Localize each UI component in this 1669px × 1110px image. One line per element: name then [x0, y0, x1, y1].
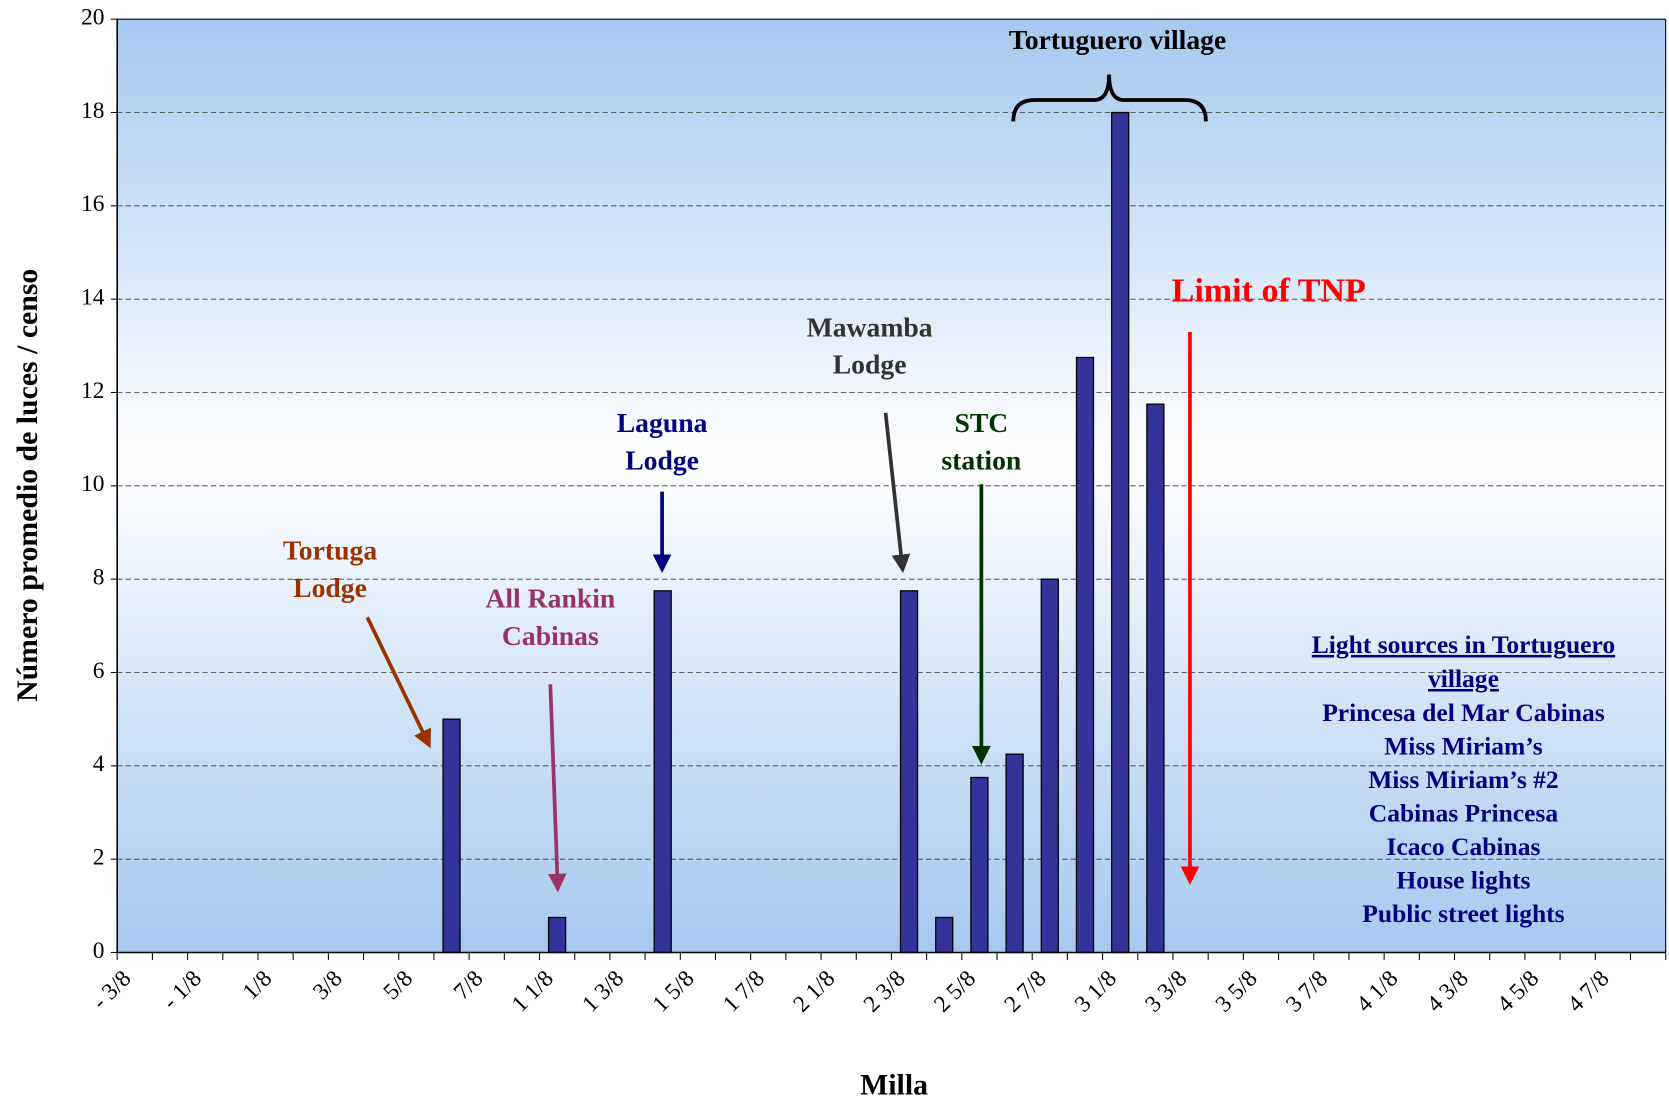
- arrow: [547, 684, 567, 893]
- x-tick-label: 2 3/8: [859, 966, 911, 1018]
- bar: [1111, 111, 1130, 954]
- legend-item: Public street lights: [1362, 899, 1564, 928]
- y-tick-label: 10: [81, 471, 104, 497]
- x-tick-label: 1 3/8: [577, 966, 629, 1018]
- y-axis-title: Número promedio de luces / censo: [11, 269, 44, 702]
- x-tick-label: 1/8: [238, 966, 278, 1006]
- legend-item: Icaco Cabinas: [1387, 832, 1541, 861]
- x-tick-label: 2 1/8: [788, 966, 840, 1018]
- x-tick-label: 1 5/8: [648, 966, 700, 1018]
- legend-item: Princesa del Mar Cabinas: [1322, 698, 1605, 727]
- y-tick-label: 0: [93, 938, 105, 964]
- y-tick-label: 4: [93, 751, 105, 777]
- y-tick-label: 20: [81, 5, 104, 31]
- x-tick-label: 7/8: [449, 966, 489, 1006]
- arrow: [883, 412, 911, 574]
- y-tick-label: 14: [81, 285, 105, 311]
- legend-title: Light sources in Tortuguero: [1312, 630, 1615, 659]
- bar: [442, 718, 461, 954]
- bar: [899, 590, 919, 954]
- y-tick-label: 2: [93, 845, 105, 871]
- annotation: Mawamba: [807, 311, 933, 342]
- x-tick-label: 4 5/8: [1492, 966, 1544, 1018]
- annotation: Laguna: [617, 407, 708, 438]
- x-tick-label: 4 7/8: [1563, 966, 1615, 1018]
- bar: [1075, 356, 1095, 954]
- x-tick-label: 4 3/8: [1422, 966, 1474, 1018]
- y-tick-label: 12: [81, 378, 104, 404]
- annotation: Tortuguero village: [1009, 24, 1226, 55]
- annotation: Lodge: [625, 444, 699, 475]
- bar: [970, 776, 989, 954]
- bar: [935, 916, 954, 954]
- bar: [653, 590, 672, 954]
- x-tick-label: - 3/8: [87, 966, 136, 1015]
- x-tick-label: 2 5/8: [929, 966, 981, 1018]
- x-tick-label: - 1/8: [158, 966, 207, 1015]
- y-tick-label: 6: [93, 658, 105, 684]
- x-tick-label: 1 1/8: [507, 966, 559, 1018]
- annotation: Limit of TNP: [1172, 273, 1366, 310]
- legend-item: Miss Miriam’s #2: [1368, 765, 1559, 794]
- legend-title: village: [1428, 664, 1499, 693]
- x-tick-label: 1 7/8: [718, 966, 770, 1018]
- x-tick-label: 4 1/8: [1351, 966, 1403, 1018]
- legend-item: Miss Miriam’s: [1384, 732, 1543, 761]
- bar: [1005, 753, 1024, 954]
- x-tick-label: 3 1/8: [1070, 966, 1122, 1018]
- y-tick-label: 16: [81, 191, 104, 217]
- annotation: Tortuga: [283, 535, 377, 566]
- brace: [1011, 74, 1208, 122]
- bar: [1040, 578, 1059, 954]
- bar: [547, 916, 567, 954]
- x-tick-label: 3/8: [308, 966, 348, 1006]
- bar: [1146, 403, 1165, 954]
- legend-item: House lights: [1396, 866, 1530, 895]
- y-tick-label: 8: [93, 565, 105, 591]
- annotation: Lodge: [293, 572, 367, 603]
- annotation: Lodge: [833, 349, 907, 380]
- x-tick-label: 3 7/8: [1281, 966, 1333, 1018]
- annotation: Cabinas: [502, 620, 599, 651]
- x-tick-label: 3 3/8: [1140, 966, 1192, 1018]
- arrow: [365, 616, 431, 749]
- x-axis-title: Milla: [860, 1068, 928, 1101]
- y-tick-label: 18: [81, 98, 104, 124]
- legend-item: Cabinas Princesa: [1369, 799, 1559, 828]
- annotation: station: [941, 444, 1021, 475]
- x-tick-label: 5/8: [378, 966, 418, 1006]
- annotation: All Rankin: [485, 583, 615, 614]
- annotation: STC: [954, 407, 1008, 438]
- x-tick-label: 3 5/8: [1211, 966, 1263, 1018]
- x-tick-label: 2 7/8: [1000, 966, 1052, 1018]
